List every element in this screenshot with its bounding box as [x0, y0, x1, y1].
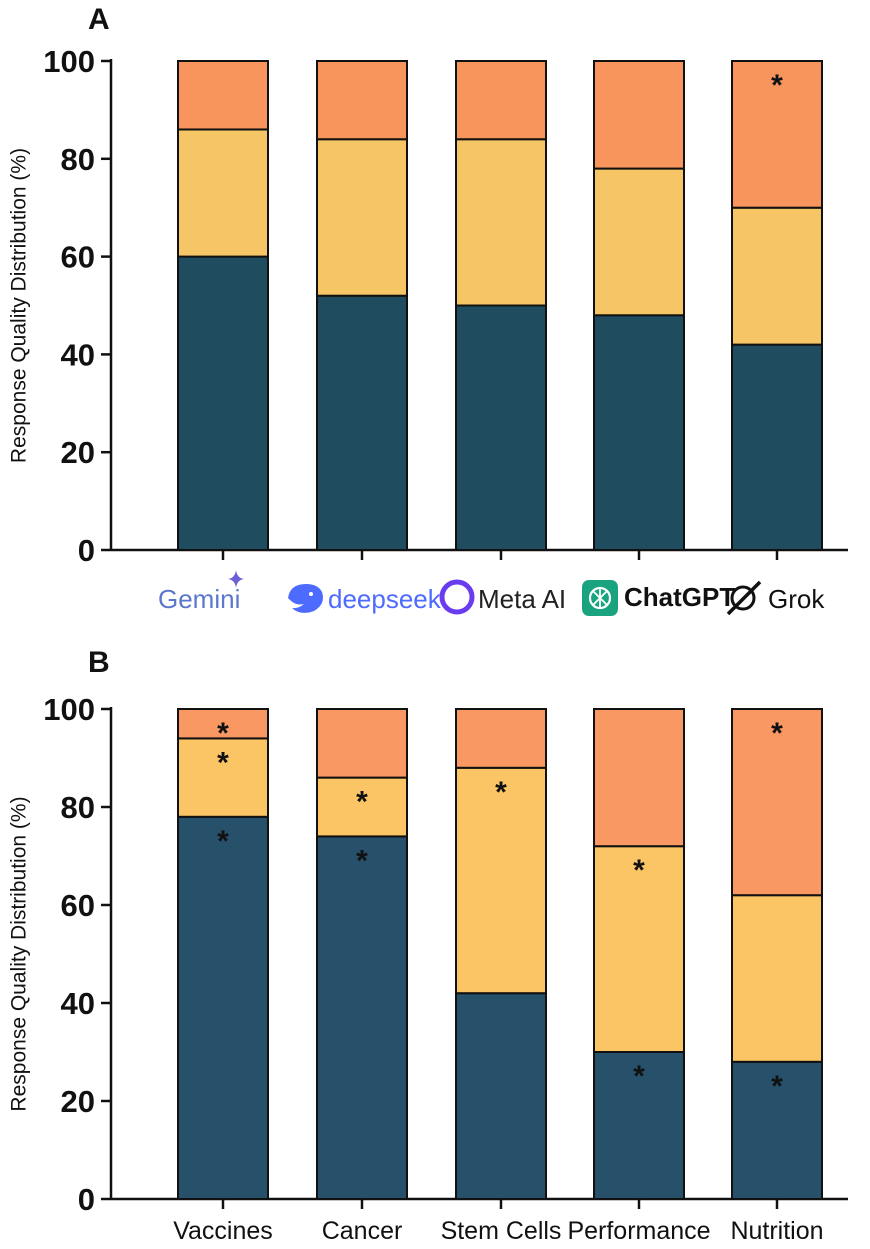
bar-segment-2 [593, 845, 685, 1054]
significance-star: * [771, 1070, 783, 1103]
bar-segment-1 [593, 314, 685, 551]
bar-segment-3 [455, 708, 547, 769]
y-axis-label: Response Quality Distribution (%) [8, 796, 31, 1111]
y-tick-label: 100 [43, 692, 95, 727]
bar-segment-2 [731, 206, 823, 346]
y-tick-label: 80 [61, 790, 95, 825]
category-label: Meta AI [478, 584, 566, 614]
x-category-label: Cancer [322, 1217, 403, 1245]
y-tick-label: 60 [61, 888, 95, 923]
significance-star: * [217, 825, 229, 858]
bar-segment-2 [593, 167, 685, 317]
bar-segment-1 [316, 835, 408, 1201]
significance-star: * [633, 854, 645, 887]
meta-ring-icon [439, 579, 475, 615]
y-tick-label: 100 [43, 44, 95, 79]
bar-segment-3 [455, 60, 547, 141]
category-logo-chatgpt: ChatGPT [582, 580, 735, 616]
gemini-spark-icon [228, 570, 244, 588]
bar-segment-1 [731, 1060, 823, 1201]
bar-segment-1 [455, 992, 547, 1201]
y-tick-label: 40 [61, 337, 95, 372]
category-logo-gemini: Gemini [158, 570, 244, 614]
bar-segment-2 [455, 766, 547, 995]
y-tick-label: 60 [61, 240, 95, 275]
y-axis-label: Response Quality Distribution (%) [8, 148, 31, 463]
bar-segment-3 [731, 60, 823, 209]
deepseek-whale-icon [288, 584, 323, 613]
bar-segment-2 [316, 138, 408, 297]
bar-segment-3 [177, 708, 269, 740]
significance-star: * [217, 717, 229, 750]
chart-panel-b: B Response Quality Distribution (%) 0 20 40 6… [8, 646, 848, 1245]
bar-segment-3 [593, 60, 685, 170]
bar-segment-2 [177, 128, 269, 258]
y-tick-label: 0 [78, 533, 95, 568]
bar-segment-1 [731, 343, 823, 551]
bar-segment-3 [731, 708, 823, 897]
significance-star: * [771, 69, 783, 102]
y-tick-label: 0 [78, 1182, 95, 1217]
bar-segment-1 [316, 294, 408, 551]
category-label: ChatGPT [624, 582, 735, 612]
category-label: Gemini [158, 584, 240, 614]
significance-star: * [356, 844, 368, 877]
panel-letter: A [88, 3, 110, 36]
bar-segment-1 [177, 815, 269, 1200]
significance-star: * [356, 786, 368, 819]
y-tick-label: 40 [61, 986, 95, 1021]
category-logo-grok: Grok [726, 580, 825, 616]
bar-segment-2 [316, 776, 408, 838]
x-category-label: Vaccines [173, 1217, 273, 1245]
bar-segment-3 [316, 60, 408, 141]
x-category-label: Stem Cells [441, 1217, 562, 1245]
bar-segment-2 [177, 737, 269, 818]
y-tick-label: 20 [61, 435, 95, 470]
chart-panel-a: A Response Quality Distribution (%) 0 20 40 6… [8, 3, 848, 616]
significance-star: * [495, 776, 507, 809]
category-logo-meta-ai: Meta AI [439, 579, 566, 615]
category-logo-deepseek: deepseek [288, 584, 442, 614]
grok-slash-icon [726, 580, 762, 616]
y-tick-label: 80 [61, 142, 95, 177]
bar-segment-3 [593, 708, 685, 848]
bar-segment-2 [455, 138, 547, 307]
panel-letter: B [88, 646, 110, 679]
category-label: Grok [768, 584, 825, 614]
bar-segment-3 [177, 60, 269, 131]
y-tick-label: 20 [61, 1084, 95, 1119]
bar-segment-2 [731, 894, 823, 1063]
category-label: deepseek [328, 584, 442, 614]
bar-segment-1 [177, 255, 269, 551]
x-category-label: Nutrition [730, 1217, 823, 1245]
chatgpt-knot-icon [582, 580, 618, 616]
significance-star: * [217, 746, 229, 779]
x-category-label: Performance [567, 1217, 710, 1245]
bar-segment-3 [316, 708, 408, 779]
significance-star: * [633, 1060, 645, 1093]
significance-star: * [771, 717, 783, 750]
bar-segment-1 [455, 304, 547, 551]
